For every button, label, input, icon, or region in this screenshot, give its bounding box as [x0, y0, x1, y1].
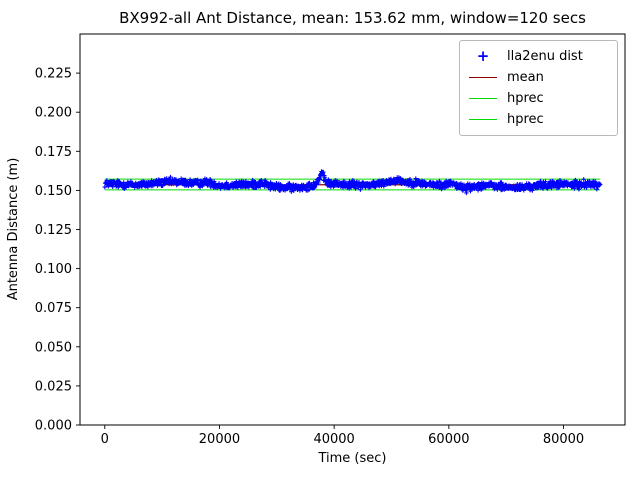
line-glyph — [469, 98, 497, 99]
legend-label: hprec — [507, 112, 544, 127]
chart-title: BX992-all Ant Distance, mean: 153.62 mm,… — [119, 9, 586, 27]
legend-label: hprec — [507, 91, 544, 106]
legend: + lla2enu dist mean hprec hprec — [459, 40, 618, 136]
y-tick-label: 0.075 — [35, 301, 72, 316]
legend-entry-lla2enu-dist: + lla2enu dist — [468, 46, 608, 67]
x-axis-label: Time (sec) — [318, 451, 387, 466]
y-tick-label: 0.050 — [35, 340, 72, 355]
y-tick-label: 0.150 — [35, 184, 72, 199]
legend-entry-mean: mean — [468, 67, 608, 88]
y-tick-label: 0.025 — [35, 379, 72, 394]
y-tick-label: 0.200 — [35, 106, 72, 121]
legend-label: mean — [507, 70, 544, 85]
plus-glyph: + — [476, 47, 490, 65]
x-tick-label: 80000 — [543, 432, 584, 447]
x-tick-label: 40000 — [313, 432, 354, 447]
y-tick-label: 0.225 — [35, 67, 72, 82]
line-glyph — [469, 119, 497, 120]
legend-entry-hprec: hprec — [468, 88, 608, 109]
legend-label: lla2enu dist — [507, 49, 583, 64]
plus-marker-icon: + — [468, 49, 498, 64]
legend-entry-hprec: hprec — [468, 109, 608, 130]
y-tick-label: 0.000 — [35, 419, 72, 434]
y-tick-label: 0.175 — [35, 145, 72, 160]
y-tick-label: 0.125 — [35, 223, 72, 238]
x-tick-label: 20000 — [199, 432, 240, 447]
x-tick-label: 0 — [101, 432, 109, 447]
y-tick-label: 0.100 — [35, 262, 72, 277]
line-glyph — [469, 77, 497, 78]
line-marker-icon — [468, 98, 498, 99]
x-tick-label: 60000 — [428, 432, 469, 447]
scatter-series-lla2enu-dist — [102, 169, 603, 196]
line-marker-icon — [468, 119, 498, 120]
line-marker-icon — [468, 77, 498, 78]
